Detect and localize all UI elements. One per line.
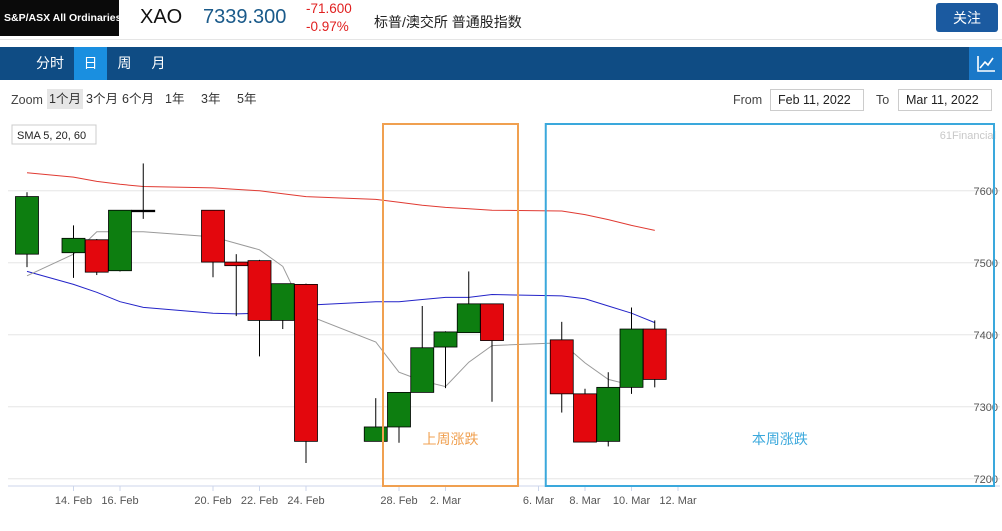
annotation-label: 上周涨跌 [423,431,479,447]
candle-body [549,339,574,395]
candle-down [642,320,667,388]
annotation-box [544,123,995,487]
y-tick-label: 7300 [974,402,998,414]
candle-body [642,328,667,380]
to-date-input[interactable]: Mar 11, 2022 [898,89,992,111]
candle-body [294,283,318,442]
period-tabbar: 分时 日 周 月 [0,47,1002,80]
symbol-text: XAO [140,6,183,28]
x-tick-label: 12. Mar [659,495,697,507]
zoom-5-years[interactable]: 5年 [237,92,257,106]
y-tick-label: 7200 [974,474,998,486]
this-week-annotation: 本周涨跌 [544,123,995,487]
x-tick-label: 6. Mar [523,495,555,507]
x-tick-label: 20. Feb [194,495,231,507]
zoom-bar: Zoom 1个月 3个月 6个月 1年 3年 5年 From Feb 11, 2… [0,86,1002,114]
sma-legend-label: SMA 5, 20, 60 [17,130,86,142]
from-label: From [733,93,763,107]
y-tick-label: 7500 [974,258,998,270]
candle-up [108,209,132,272]
candle-down [224,254,249,317]
candle-body [108,209,132,272]
zoom-3-years[interactable]: 3年 [201,92,221,106]
candle-body [387,391,411,428]
candle-body [131,209,156,213]
candle-body [619,328,644,388]
candle-up [61,225,86,278]
price-text: 7339.300 [203,6,287,28]
index-logo: S&P/ASX All Ordinaries [0,0,121,36]
candlestick-chart[interactable]: 7600 7500 7400 7300 7200 14. Feb 16. Feb 20. Fe… [0,122,1002,531]
candle-up [270,283,295,330]
candle-body [456,303,481,334]
line-chart-icon [976,55,995,72]
candle-body [224,261,249,267]
candle-body [61,237,86,254]
candle-down [573,388,597,443]
candle-body [84,239,109,273]
candle-body [410,347,435,393]
candle-up [433,331,458,389]
x-tick-label: 22. Feb [241,495,278,507]
change-value: -71.600 [306,1,352,16]
x-tick-label: 28. Feb [380,495,417,507]
candle-body [15,196,39,255]
zoom-label: Zoom [11,93,43,107]
y-tick-label: 7600 [974,186,998,198]
candle-up [596,372,621,447]
x-tick-label: 8. Mar [569,495,601,507]
x-tick-label: 14. Feb [55,495,92,507]
candle-up [619,307,644,394]
candle-body [363,426,388,442]
last-week-annotation: 上周涨跌 [382,123,519,487]
candle-body [596,386,621,442]
candle-up [456,271,481,334]
x-tick-label: 2. Mar [430,495,462,507]
candle-down [201,209,225,278]
chart-credit: 61Financial [940,130,996,142]
sma-legend: SMA 5, 20, 60 [11,124,97,145]
candle-up [131,163,156,219]
from-date-input[interactable]: Feb 11, 2022 [770,89,864,111]
candle-body [247,260,272,321]
candle-up [410,306,435,393]
zoom-6-months[interactable]: 6个月 [122,92,154,106]
quote-header: S&P/ASX All Ordinaries XAO 7339.300 -71.… [0,0,1002,40]
candle-down [247,259,272,357]
x-tick-label: 10. Mar [613,495,651,507]
candle-body [573,393,597,443]
tab-intraday[interactable]: 分时 [36,55,64,71]
change-percent: -0.97% [306,19,349,34]
zoom-1-year[interactable]: 1年 [165,92,185,106]
chart-type-toggle[interactable] [969,47,1002,80]
candle-down [480,303,504,402]
tab-weekly[interactable]: 周 [117,55,132,71]
exchange-name: 标普/澳交所 普通股指数 [374,14,522,30]
annotation-label: 本周涨跌 [752,431,808,447]
candle-body [433,331,458,348]
zoom-3-months[interactable]: 3个月 [86,92,118,106]
annotation-box [382,123,519,487]
candle-up [15,192,39,268]
y-tick-label: 7400 [974,330,998,342]
sma20-line [26,270,655,324]
to-label: To [876,93,890,107]
zoom-1-month[interactable]: 1个月 [47,89,83,109]
candle-down [294,283,318,463]
candle-up [387,391,411,443]
sma-legend-box [11,124,97,145]
x-tick-label: 16. Feb [101,495,138,507]
tab-monthly[interactable]: 月 [151,55,166,71]
candle-up [363,398,388,442]
sma60-line [26,172,655,231]
tab-daily[interactable]: 日 [74,47,107,80]
candle-body [201,209,225,263]
follow-button[interactable]: 关注 [936,3,998,32]
candle-body [480,303,504,341]
candle-body [270,283,295,321]
x-tick-label: 24. Feb [287,495,324,507]
candle-down [549,321,574,413]
candle-down [84,239,109,276]
